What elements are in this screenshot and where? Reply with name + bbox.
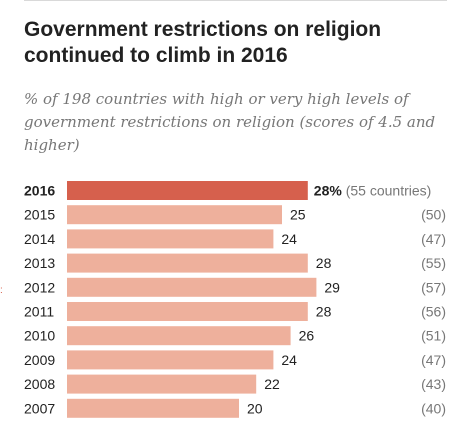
- bar: [67, 374, 257, 394]
- top-rule: [24, 0, 447, 5]
- count-label: (56): [421, 304, 446, 320]
- count-label: (50): [421, 207, 446, 223]
- count-label: (55): [421, 255, 446, 271]
- value-label: 24: [281, 231, 297, 247]
- bar: [67, 302, 308, 321]
- value-label: 25: [290, 207, 306, 223]
- value-label: 28% (55 countries): [314, 183, 432, 199]
- value-label: 22: [264, 376, 280, 392]
- year-label: 2016: [24, 183, 55, 199]
- bar: [67, 350, 274, 370]
- year-label: 2015: [24, 207, 55, 223]
- bar: [67, 181, 308, 200]
- value-label: 24: [281, 352, 297, 368]
- chart-title: Government restrictions on religion cont…: [24, 18, 382, 67]
- value-label: 29: [324, 279, 340, 295]
- bar: [67, 398, 239, 418]
- count-label: (47): [421, 231, 446, 247]
- value-label: 28: [316, 304, 332, 320]
- bar: [67, 229, 274, 249]
- year-label: 2010: [24, 328, 55, 344]
- count-label: (40): [421, 400, 446, 416]
- value-label: 28: [316, 255, 332, 271]
- year-label: 2012: [24, 279, 55, 295]
- year-label: 2007: [24, 400, 55, 416]
- count-label: (57): [421, 279, 446, 295]
- year-label: 2008: [24, 376, 55, 392]
- bar: [67, 253, 308, 273]
- count-label: (43): [421, 376, 446, 392]
- year-label: 2014: [24, 231, 55, 247]
- bar: [67, 277, 317, 297]
- year-label: 2009: [24, 352, 55, 368]
- value-label: 26: [299, 328, 315, 344]
- bar: [67, 205, 282, 225]
- value-label: 20: [247, 400, 263, 416]
- clipped-edge-mark: :: [0, 285, 3, 296]
- chart-subtitle: % of 198 countries with high or very hig…: [24, 90, 436, 154]
- year-label: 2013: [24, 255, 55, 271]
- count-label: (51): [421, 328, 446, 344]
- count-label: (47): [421, 352, 446, 368]
- year-label: 2011: [24, 304, 54, 320]
- bar: [67, 326, 291, 346]
